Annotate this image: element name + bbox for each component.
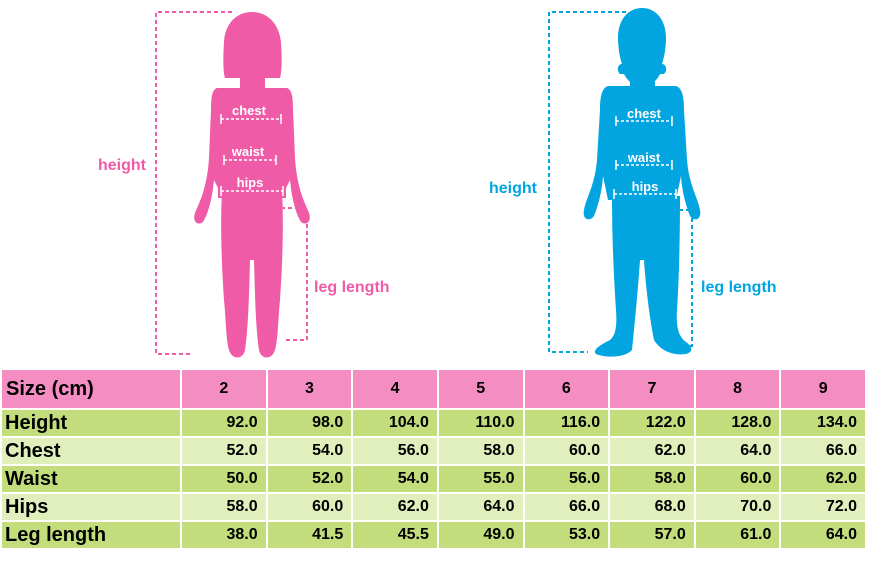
table-cell: 41.5	[267, 522, 352, 548]
boy-waist-label: waist	[627, 150, 661, 165]
size-column-header: 3	[267, 370, 352, 408]
boy-silhouette	[583, 8, 701, 357]
boy-leg-length-label: leg length	[701, 279, 777, 296]
table-cell: 52.0	[182, 438, 266, 464]
table-cell: 55.0	[438, 466, 523, 492]
row-label: Hips	[2, 494, 180, 520]
size-column-header: 4	[353, 370, 437, 408]
table-cell: 72.0	[781, 494, 865, 520]
size-chart-table: Size (cm) 2 3 4 5 6 7 8 9 Height 92.0 98…	[0, 368, 867, 550]
table-cell: 66.0	[781, 438, 865, 464]
girl-waist-label: waist	[231, 144, 265, 159]
table-cell: 64.0	[438, 494, 523, 520]
table-cell: 61.0	[695, 522, 780, 548]
table-cell: 60.0	[524, 438, 609, 464]
size-header-label: Size (cm)	[2, 370, 180, 408]
row-label: Leg length	[2, 522, 180, 548]
table-cell: 104.0	[353, 410, 437, 436]
girl-hips-label: hips	[237, 175, 264, 190]
size-column-header: 2	[182, 370, 266, 408]
size-column-header: 6	[524, 370, 609, 408]
size-header-row: Size (cm) 2 3 4 5 6 7 8 9	[2, 370, 865, 408]
boy-chest-label: chest	[627, 106, 662, 121]
table-cell: 53.0	[524, 522, 609, 548]
boy-height-label: height	[489, 180, 538, 197]
table-row-hips: Hips 58.0 60.0 62.0 64.0 66.0 68.0 70.0 …	[2, 494, 865, 520]
table-cell: 52.0	[267, 466, 352, 492]
girl-height-bracket	[155, 11, 232, 355]
boy-hips-label: hips	[632, 179, 659, 194]
table-cell: 45.5	[353, 522, 437, 548]
table-cell: 116.0	[524, 410, 609, 436]
girl-height-label: height	[98, 157, 147, 174]
table-cell: 98.0	[267, 410, 352, 436]
table-cell: 122.0	[610, 410, 694, 436]
table-cell: 110.0	[438, 410, 523, 436]
table-row-chest: Chest 52.0 54.0 56.0 58.0 60.0 62.0 64.0…	[2, 438, 865, 464]
table-cell: 58.0	[610, 466, 694, 492]
table-row-waist: Waist 50.0 52.0 54.0 55.0 56.0 58.0 60.0…	[2, 466, 865, 492]
table-cell: 66.0	[524, 494, 609, 520]
table-cell: 49.0	[438, 522, 523, 548]
table-cell: 68.0	[610, 494, 694, 520]
table-cell: 60.0	[695, 466, 780, 492]
table-cell: 58.0	[182, 494, 266, 520]
size-column-header: 5	[438, 370, 523, 408]
table-cell: 54.0	[267, 438, 352, 464]
girl-leg-length-label: leg length	[314, 279, 390, 296]
table-cell: 62.0	[353, 494, 437, 520]
size-column-header: 7	[610, 370, 694, 408]
row-label: Chest	[2, 438, 180, 464]
girl-figure: chest waist hips height leg length	[98, 11, 390, 358]
row-label: Waist	[2, 466, 180, 492]
table-cell: 64.0	[781, 522, 865, 548]
table-row-height: Height 92.0 98.0 104.0 110.0 116.0 122.0…	[2, 410, 865, 436]
boy-leg-length-bracket	[644, 209, 693, 347]
table-cell: 57.0	[610, 522, 694, 548]
table-cell: 62.0	[781, 466, 865, 492]
table-row-leg-length: Leg length 38.0 41.5 45.5 49.0 53.0 57.0…	[2, 522, 865, 548]
measurement-figures: chest waist hips height leg length chest…	[98, 8, 777, 358]
table-cell: 92.0	[182, 410, 266, 436]
boy-figure: chest waist hips height leg length	[489, 8, 777, 357]
table-cell: 38.0	[182, 522, 266, 548]
table-cell: 54.0	[353, 466, 437, 492]
table-cell: 64.0	[695, 438, 780, 464]
row-label: Height	[2, 410, 180, 436]
girl-chest-label: chest	[232, 103, 267, 118]
size-column-header: 9	[781, 370, 865, 408]
girl-leg-length-bracket	[260, 207, 308, 341]
boy-height-bracket	[548, 11, 626, 353]
table-cell: 56.0	[524, 466, 609, 492]
table-cell: 50.0	[182, 466, 266, 492]
table-cell: 62.0	[610, 438, 694, 464]
table-cell: 134.0	[781, 410, 865, 436]
table-cell: 70.0	[695, 494, 780, 520]
size-column-header: 8	[695, 370, 780, 408]
table-cell: 58.0	[438, 438, 523, 464]
table-cell: 128.0	[695, 410, 780, 436]
table-cell: 56.0	[353, 438, 437, 464]
table-cell: 60.0	[267, 494, 352, 520]
